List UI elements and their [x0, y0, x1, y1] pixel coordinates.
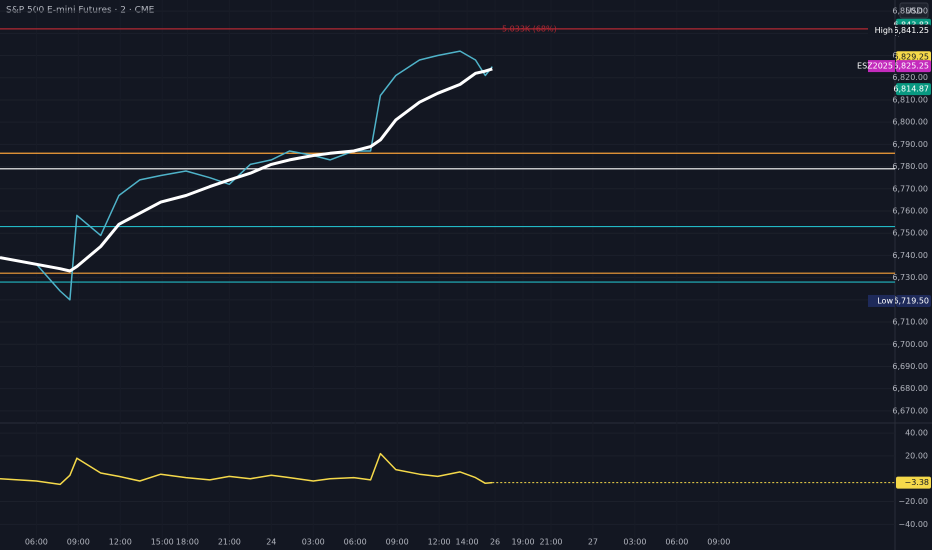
y-tick-label: 6,710.00	[892, 318, 928, 327]
y-tick-label: 6,680.00	[892, 384, 928, 393]
x-tick-label: 21:00	[218, 538, 241, 547]
x-tick-label: 26	[490, 538, 500, 547]
y-tick-label: 6,810.00	[892, 95, 928, 104]
x-tick-label: 27	[588, 538, 598, 547]
y-tick-label: 6,730.00	[892, 273, 928, 282]
price-label-text: 6,829.25	[893, 53, 929, 62]
price-label-text: 6,825.25	[893, 62, 929, 71]
currency-button[interactable]	[899, 2, 929, 19]
y-tick-label: 6,740.00	[892, 251, 928, 260]
price-label-name: Low	[877, 296, 893, 305]
y-tick-label: −40.00	[898, 520, 928, 529]
price-label	[896, 24, 931, 37]
series-line	[0, 50, 493, 301]
y-tick-label: 40.00	[905, 429, 928, 438]
price-label-name: High	[875, 26, 893, 35]
x-tick-label: 06:00	[665, 538, 688, 547]
currency: USD	[905, 7, 922, 16]
price-label	[896, 60, 931, 73]
y-tick-label: 6,670.00	[892, 406, 928, 415]
y-tick-label: 6,780.00	[892, 162, 928, 171]
y-tick-label: −20.00	[898, 497, 928, 506]
price-label-name: ESZ2025	[857, 62, 893, 71]
x-tick-label: 12:00	[109, 538, 132, 547]
y-tick-label: 6,850.00	[892, 7, 928, 16]
x-tick-label: 09:00	[386, 538, 409, 547]
x-tick-label: 06:00	[344, 538, 367, 547]
y-tick-label: 6,800.00	[892, 118, 928, 127]
series-line	[0, 452, 493, 486]
x-tick-label: 12:00	[428, 538, 451, 547]
y-tick-label: 6,750.00	[892, 229, 928, 238]
y-tick-label: 6,700.00	[892, 340, 928, 349]
y-tick-label: 6,790.00	[892, 140, 928, 149]
price-label	[896, 83, 931, 96]
price-label-name-box	[868, 24, 895, 37]
x-tick-label: 03:00	[302, 538, 325, 547]
price-label-name-box	[868, 294, 895, 307]
x-tick-label: 18:00	[176, 538, 199, 547]
level-label: 5.033K (68%)	[502, 24, 557, 33]
price-label-text: 6,814.87	[893, 85, 929, 94]
price-label-text: −3.38	[904, 478, 929, 487]
x-tick-label: 19:00	[511, 538, 534, 547]
x-tick-label: 06:00	[25, 538, 48, 547]
price-label-text: 6,719.50	[893, 296, 929, 305]
y-tick-label: 20.00	[905, 451, 928, 460]
y-tick-label: 6,820.00	[892, 73, 928, 82]
x-tick-label: 15:00	[151, 538, 174, 547]
x-tick-label: 09:00	[707, 538, 730, 547]
x-tick-label: 09:00	[67, 538, 90, 547]
price-label-name-box	[868, 60, 895, 73]
price-label	[896, 476, 931, 489]
chart-title: S&P 500 E-mini Futures · 2 · CME	[6, 6, 155, 16]
x-tick-label: 21:00	[539, 538, 562, 547]
price-label	[896, 294, 931, 307]
y-tick-label: 6,760.00	[892, 207, 928, 216]
x-tick-label: 14:00	[456, 538, 479, 547]
y-tick-label: 6,770.00	[892, 184, 928, 193]
price-label-text: 6,841.25	[893, 26, 929, 35]
y-tick-label: 6,690.00	[892, 362, 928, 371]
x-tick-label: 24	[266, 538, 276, 547]
series-line	[0, 67, 493, 273]
x-tick-label: 03:00	[623, 538, 646, 547]
